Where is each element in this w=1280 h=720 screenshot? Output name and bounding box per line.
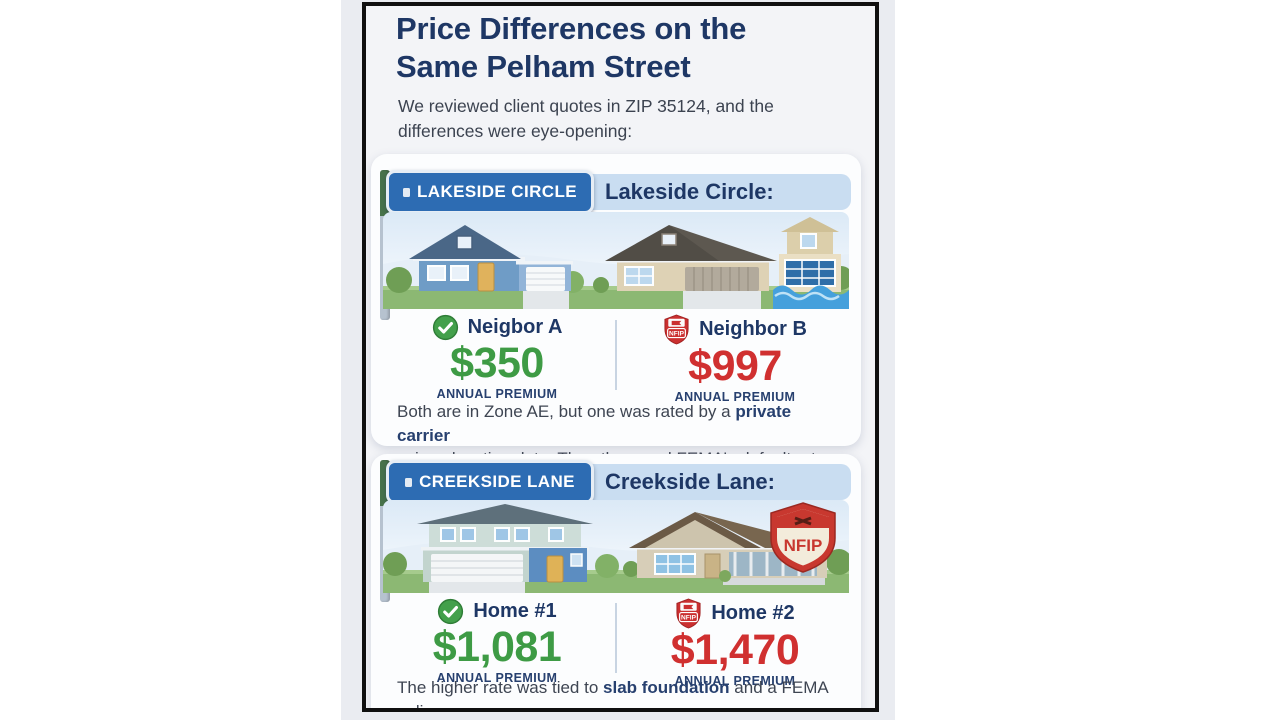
creekside-street-illustration: NFIP <box>383 500 849 593</box>
note-bold: private carrier <box>397 402 792 445</box>
premium-amount: $997 <box>688 342 782 390</box>
column-divider <box>615 320 617 390</box>
sign-label: CREEKSIDE LANE <box>419 472 575 491</box>
title-med: on <box>645 11 701 46</box>
premium-amount: $1,470 <box>670 626 800 674</box>
street-sign: LAKESIDE CIRCLE <box>386 170 594 214</box>
price-col-left: Neigbor A $350 ANNUAL PREMIUM <box>379 314 615 401</box>
section-heading: Lakeside Circle: <box>605 179 774 204</box>
flyer-title: Price Differences on the Same Pelham Str… <box>396 10 746 86</box>
note-text: Both are in Zone AE, but one was rated b… <box>397 402 736 421</box>
premium-amount: $350 <box>450 339 544 387</box>
lakeside-street-illustration <box>383 212 849 309</box>
nfip-shield-large-icon: NFIP <box>770 502 836 573</box>
home-name: Home #1 <box>473 600 557 622</box>
subtitle-line-1: We reviewed client quotes in ZIP 35124, … <box>398 96 774 116</box>
premium-caption: ANNUAL PREMIUM <box>674 390 796 404</box>
note-text: The higher rate was tied to <box>397 678 604 697</box>
section-lakeside: LAKESIDE CIRCLE Lakeside Circle: <box>371 154 861 468</box>
premium-caption: ANNUAL PREMIUM <box>674 674 796 688</box>
home-name: Home #2 <box>711 601 795 624</box>
sign-bracket <box>403 187 411 197</box>
premium-amount: $1,081 <box>432 623 562 671</box>
neighbor-a-header: Neigbor A <box>432 314 563 341</box>
svg-text:NFIP: NFIP <box>784 536 823 555</box>
title-strong-2: the <box>700 11 747 46</box>
flyer-frame: Price Differences on the Same Pelham Str… <box>362 2 879 712</box>
price-comparison-row: Neigbor A $350 ANNUAL PREMIUM NFIP <box>379 314 853 404</box>
flyer-subtitle: We reviewed client quotes in ZIP 35124, … <box>398 94 774 144</box>
premium-caption: ANNUAL PREMIUM <box>436 387 558 401</box>
sign-label: LAKESIDE CIRCLE <box>417 182 577 201</box>
title-line-2: Same Pelham Street <box>396 49 691 84</box>
section-note: The higher rate was tied to slab foundat… <box>397 678 828 712</box>
home-1-header: Home #1 <box>437 598 557 625</box>
price-col-right: NFIP Home #2 $1,470 ANNUAL PREMIUM <box>617 598 853 688</box>
check-circle-icon <box>438 598 464 625</box>
sign-bracket <box>405 477 413 487</box>
section-heading: Creekside Lane: <box>605 469 775 494</box>
nfip-shield-icon: NFIP <box>676 598 701 628</box>
svg-text:NFIP: NFIP <box>681 614 697 621</box>
neighbor-name: Neigbor A <box>467 316 563 338</box>
note-bold: slab foundation <box>603 678 730 697</box>
premium-caption: ANNUAL PREMIUM <box>436 671 558 685</box>
section-creekside: CREEKSIDE LANE Creekside Lane: <box>371 454 861 712</box>
neighbor-name: Neighbor B <box>699 317 807 340</box>
neighbor-b-header: NFIP Neighbor B <box>663 314 807 344</box>
title-strong-1: Price Differences <box>396 11 646 46</box>
subtitle-line-2: differences were eye-opening: <box>398 121 633 141</box>
price-col-right: NFIP Neighbor B $997 ANNUAL PREMIUM <box>617 314 853 404</box>
price-col-left: Home #1 $1,081 ANNUAL PREMIUM <box>379 598 615 685</box>
street-sign: CREEKSIDE LANE <box>386 460 594 504</box>
nfip-shield-icon: NFIP <box>664 314 689 344</box>
home-2-header: NFIP Home #2 <box>675 598 795 628</box>
svg-text:NFIP: NFIP <box>669 330 685 337</box>
price-comparison-row: Home #1 $1,081 ANNUAL PREMIUM NFIP <box>379 598 853 688</box>
check-circle-icon <box>432 314 458 341</box>
column-divider <box>615 603 617 673</box>
